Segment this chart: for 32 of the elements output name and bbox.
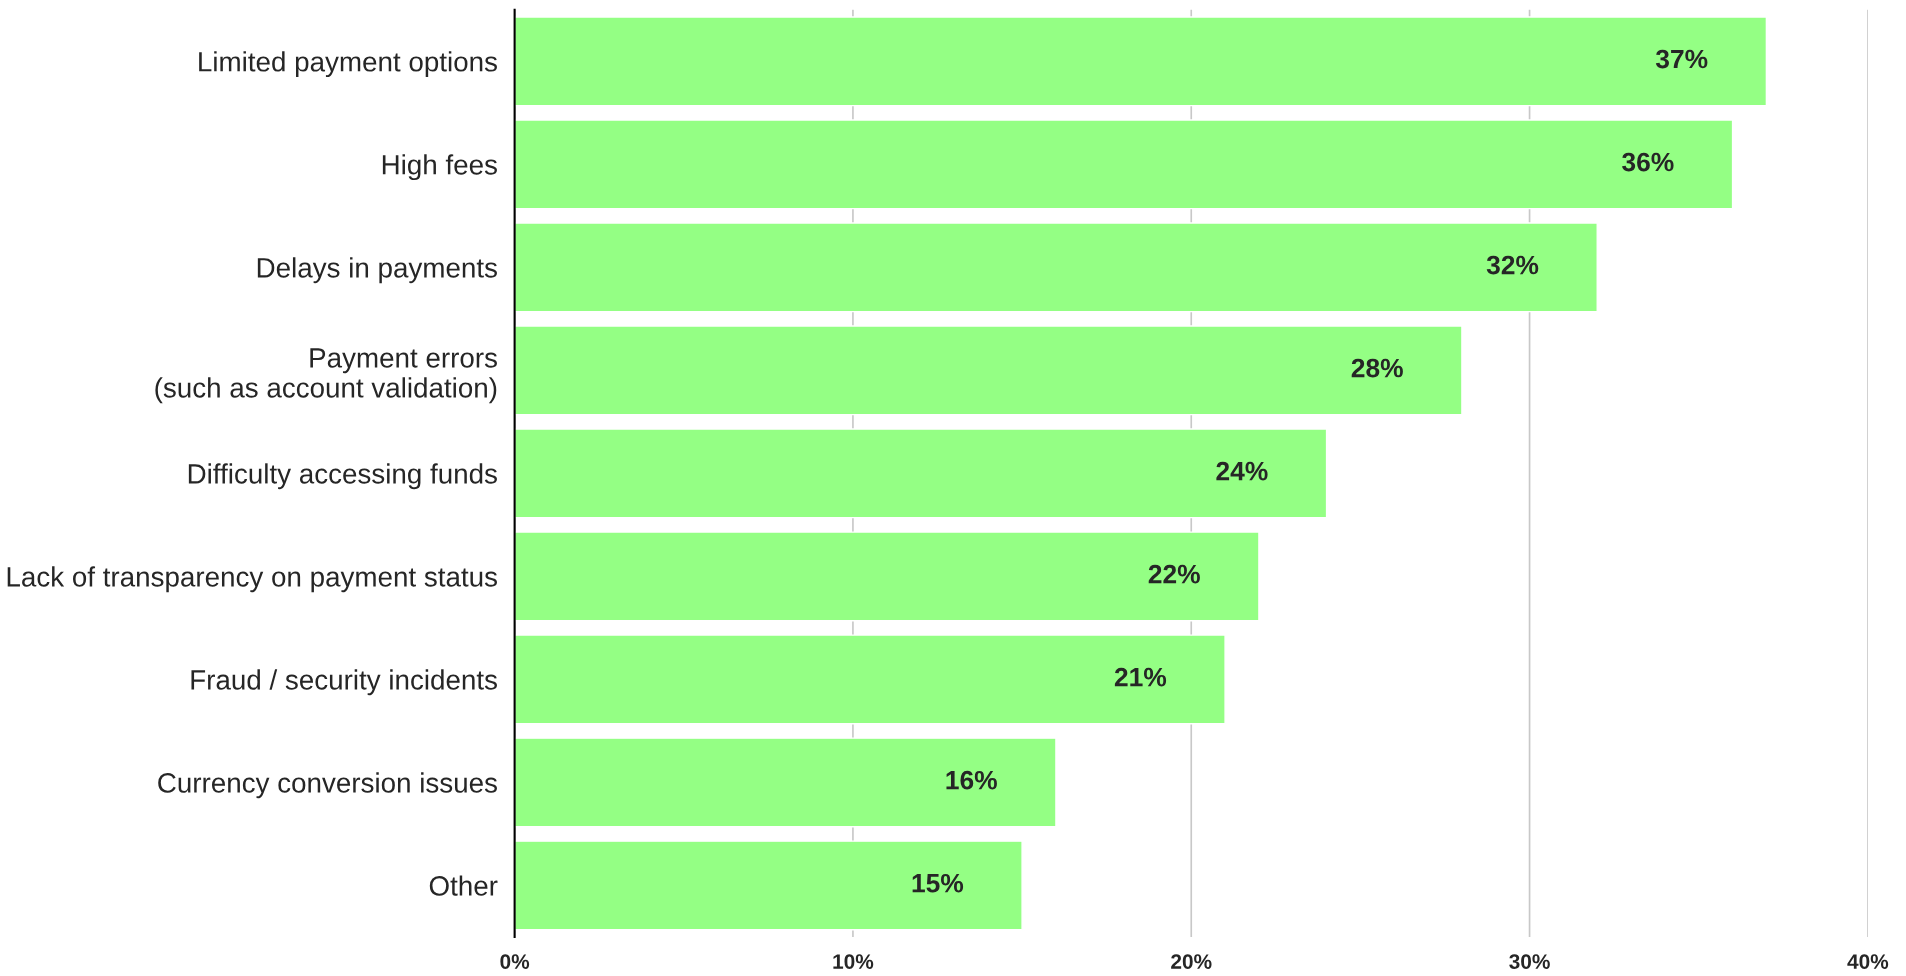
x-tick-label: 0% (500, 954, 530, 969)
y-tick-label: High fees (382, 154, 497, 181)
x-tick-label: 40% (1847, 954, 1889, 969)
data-label: 15% (912, 873, 964, 893)
y-tick-label: Lack of transparency on payment status (7, 566, 497, 593)
bar (514, 840, 1023, 931)
data-label: 37% (1655, 49, 1708, 69)
bar (514, 531, 1260, 622)
data-label: 16% (946, 770, 997, 790)
data-label: 21% (1114, 667, 1167, 687)
bar (514, 16, 1768, 107)
bar (514, 222, 1598, 313)
data-label: 28% (1351, 358, 1403, 378)
bar (514, 428, 1328, 519)
x-tick-label: 10% (833, 954, 874, 969)
bar (514, 634, 1226, 725)
y-tick-label: Other (429, 875, 498, 896)
y-tick-label: Currency conversion issues (158, 772, 497, 799)
data-label: 32% (1486, 255, 1539, 275)
y-tick-label: Limited payment options (199, 51, 497, 78)
data-label: 24% (1216, 461, 1268, 481)
bar (514, 119, 1734, 210)
bar (514, 737, 1057, 828)
y-tick-label: Payment errors (such as account validation) (155, 348, 497, 404)
y-tick-label: Fraud / security incidents (191, 669, 497, 696)
x-tick-label: 20% (1171, 954, 1212, 969)
x-tick-label: 30% (1509, 954, 1550, 969)
y-tick-label: Difficulty accessing funds (188, 463, 497, 490)
bar (514, 325, 1463, 416)
y-tick-label: Delays in payments (257, 257, 497, 284)
data-label: 36% (1622, 152, 1674, 172)
data-label: 22% (1148, 564, 1200, 584)
